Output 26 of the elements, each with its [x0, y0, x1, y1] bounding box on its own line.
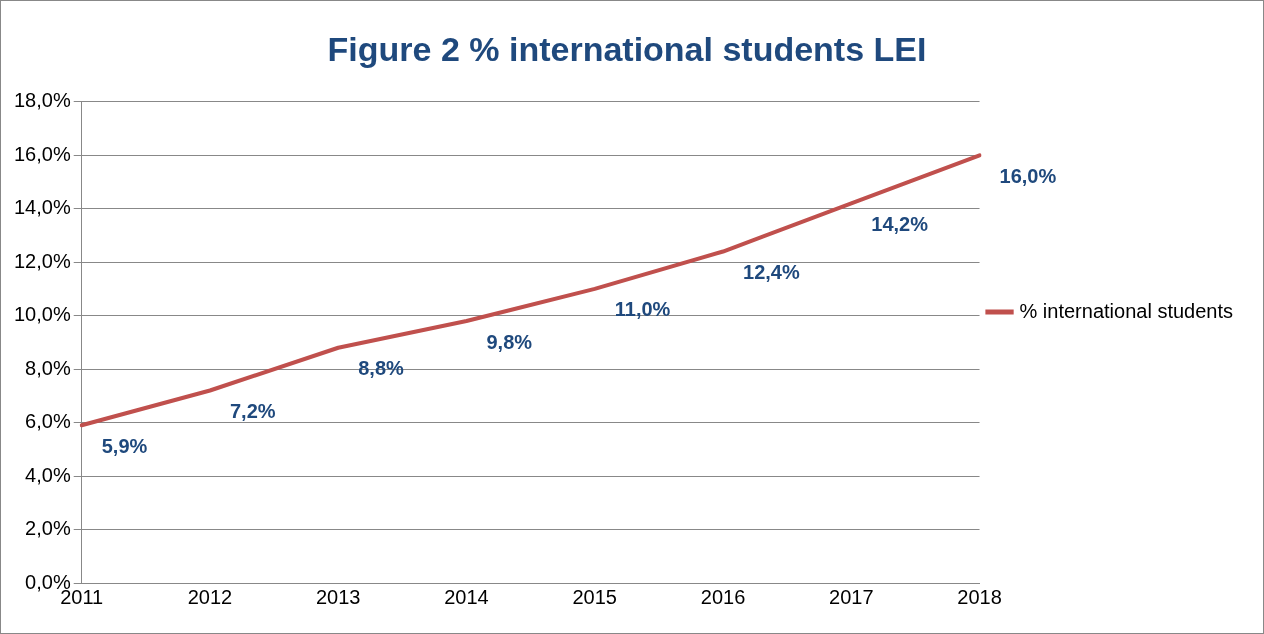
data-label: 9,8%	[486, 330, 533, 353]
y-tick-label: 16,0%	[13, 142, 71, 165]
y-tick-label: 14,0%	[13, 196, 71, 219]
y-tick-label: 18,0%	[13, 89, 71, 112]
y-tick-label: 10,0%	[13, 303, 71, 326]
x-tick-label: 2012	[187, 585, 233, 608]
x-tick-label: 2018	[957, 585, 1002, 608]
chart-title: Figure 2 % international students LEI	[327, 29, 927, 68]
data-label: 12,4%	[743, 261, 800, 284]
x-tick-label: 2016	[700, 585, 746, 608]
data-label: 14,2%	[871, 212, 929, 235]
x-tick-label: 2013	[315, 585, 361, 608]
y-tick-label: 4,0%	[25, 463, 71, 486]
data-label: 11,0%	[614, 298, 671, 321]
data-label: 16,0%	[999, 164, 1057, 187]
legend-label: % international students	[1019, 299, 1233, 322]
data-label: 5,9%	[101, 434, 148, 457]
x-tick-label: 2015	[572, 585, 617, 608]
y-tick-label: 8,0%	[25, 356, 71, 379]
y-tick-label: 12,0%	[13, 249, 71, 272]
x-tick-label: 2014	[444, 585, 489, 608]
x-tick-label: 2017	[829, 585, 874, 608]
data-label: 8,8%	[358, 357, 405, 380]
y-tick-label: 2,0%	[25, 517, 71, 540]
data-label: 7,2%	[229, 400, 276, 423]
y-tick-label: 6,0%	[25, 410, 71, 433]
